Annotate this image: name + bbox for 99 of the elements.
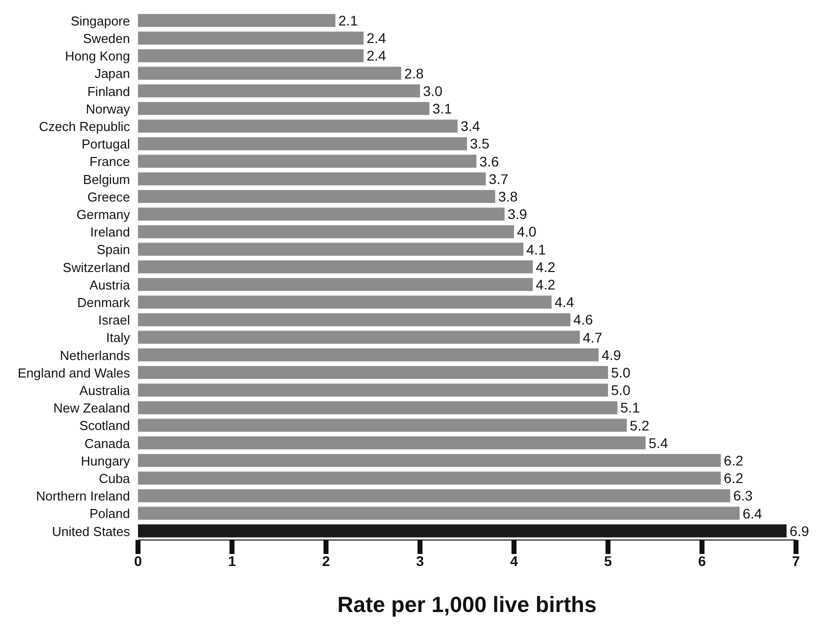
bar bbox=[138, 384, 608, 397]
y-tick-label: Hong Kong bbox=[64, 48, 130, 64]
bar bbox=[138, 418, 627, 432]
bar bbox=[138, 330, 580, 344]
data-label: 6.2 bbox=[724, 470, 744, 486]
data-label: 3.9 bbox=[508, 206, 528, 222]
bar bbox=[138, 66, 402, 80]
bar bbox=[138, 102, 430, 115]
y-tick-label: Switzerland bbox=[62, 260, 130, 275]
data-label: 3.1 bbox=[432, 100, 452, 116]
y-tick-label: Japan bbox=[94, 66, 130, 82]
data-label: 4.2 bbox=[536, 276, 556, 292]
bar bbox=[138, 260, 533, 274]
bar bbox=[138, 296, 552, 309]
x-tick-label: 5 bbox=[604, 552, 612, 569]
y-tick-label: Hungary bbox=[80, 453, 130, 468]
y-tick-label: Poland bbox=[90, 506, 130, 522]
data-label: 4.1 bbox=[526, 241, 546, 258]
bar bbox=[138, 172, 486, 186]
y-tick-label: Germany bbox=[76, 207, 130, 222]
y-tick-label: Cuba bbox=[98, 471, 131, 486]
y-tick-label: Scotland bbox=[79, 418, 130, 434]
x-tick-label: 6 bbox=[698, 552, 706, 569]
bar bbox=[138, 348, 599, 362]
data-label: 4.4 bbox=[554, 294, 574, 310]
x-tick-label: 0 bbox=[134, 552, 142, 569]
bar bbox=[138, 524, 787, 538]
y-tick-label: Australia bbox=[79, 383, 131, 398]
data-label: 3.6 bbox=[479, 153, 500, 170]
data-label: 6.3 bbox=[733, 488, 753, 504]
bar bbox=[138, 242, 524, 256]
data-label: 6.4 bbox=[742, 505, 762, 522]
bar bbox=[138, 120, 458, 133]
y-tick-label: New Zealand bbox=[53, 400, 130, 416]
data-label: 5.1 bbox=[620, 400, 640, 416]
y-tick-label: Greece bbox=[87, 189, 130, 204]
data-label: 2.4 bbox=[366, 48, 386, 64]
data-label: 5.0 bbox=[611, 364, 631, 380]
data-label: 6.9 bbox=[790, 522, 810, 539]
y-tick-label: Ireland bbox=[90, 224, 130, 240]
bar bbox=[138, 137, 467, 150]
data-label: 4.9 bbox=[602, 346, 622, 363]
data-label: 3.8 bbox=[498, 188, 518, 204]
y-tick-label: Belgium bbox=[83, 172, 130, 187]
data-label: 4.0 bbox=[517, 224, 537, 240]
bar bbox=[138, 454, 721, 467]
y-tick-label: Netherlands bbox=[60, 348, 130, 363]
x-tick-label: 1 bbox=[228, 552, 236, 569]
bar bbox=[138, 401, 618, 414]
data-label: 6.2 bbox=[724, 452, 744, 468]
y-tick-label: United States bbox=[52, 524, 130, 539]
bar bbox=[138, 14, 336, 27]
bar bbox=[138, 313, 570, 326]
bar bbox=[138, 49, 364, 62]
y-tick-label: England and Wales bbox=[18, 365, 130, 380]
bar bbox=[138, 366, 608, 379]
data-label: 5.0 bbox=[611, 382, 631, 398]
y-tick-label: Israel bbox=[98, 312, 130, 328]
data-label: 2.4 bbox=[366, 30, 386, 46]
y-tick-label: Spain bbox=[96, 242, 130, 258]
y-tick-label: Norway bbox=[86, 101, 130, 116]
x-tick-label: 2 bbox=[322, 552, 330, 569]
bar bbox=[138, 278, 533, 291]
x-axis-title: Rate per 1,000 live births bbox=[337, 592, 597, 617]
y-tick-label: Portugal bbox=[82, 136, 130, 152]
bar bbox=[138, 225, 514, 238]
data-label: 3.7 bbox=[488, 170, 508, 187]
bar bbox=[138, 208, 505, 221]
bar bbox=[138, 154, 476, 168]
y-tick-label: Finland bbox=[87, 84, 130, 99]
bar bbox=[138, 190, 496, 203]
y-tick-label: Italy bbox=[106, 330, 130, 346]
data-label: 2.8 bbox=[404, 65, 424, 82]
y-tick-label: Canada bbox=[84, 436, 131, 451]
data-label: 4.7 bbox=[582, 329, 602, 346]
data-label: 4.2 bbox=[536, 258, 556, 275]
bar bbox=[138, 506, 740, 520]
data-label: 2.1 bbox=[338, 12, 358, 28]
y-tick-label: Austria bbox=[90, 277, 131, 292]
data-label: 5.2 bbox=[630, 417, 650, 434]
bar bbox=[138, 84, 420, 98]
data-label: 3.4 bbox=[460, 118, 480, 134]
y-tick-label: Northern Ireland bbox=[36, 488, 130, 504]
bar bbox=[138, 32, 364, 45]
x-tick-label: 7 bbox=[792, 552, 800, 569]
y-tick-label: Sweden bbox=[83, 31, 130, 46]
bar bbox=[138, 436, 646, 450]
x-tick-label: 3 bbox=[416, 552, 424, 569]
data-label: 3.5 bbox=[470, 136, 490, 152]
data-label: 3.0 bbox=[423, 82, 443, 99]
y-tick-label: Czech Republic bbox=[38, 119, 130, 134]
y-tick-label: Denmark bbox=[77, 295, 130, 310]
y-tick-label: France bbox=[90, 154, 130, 170]
data-label: 5.4 bbox=[648, 434, 668, 451]
y-tick-label: Singapore bbox=[70, 13, 130, 28]
data-label: 4.6 bbox=[573, 312, 594, 328]
x-tick-label: 4 bbox=[510, 552, 518, 569]
bar bbox=[138, 489, 730, 502]
bar bbox=[138, 472, 721, 485]
